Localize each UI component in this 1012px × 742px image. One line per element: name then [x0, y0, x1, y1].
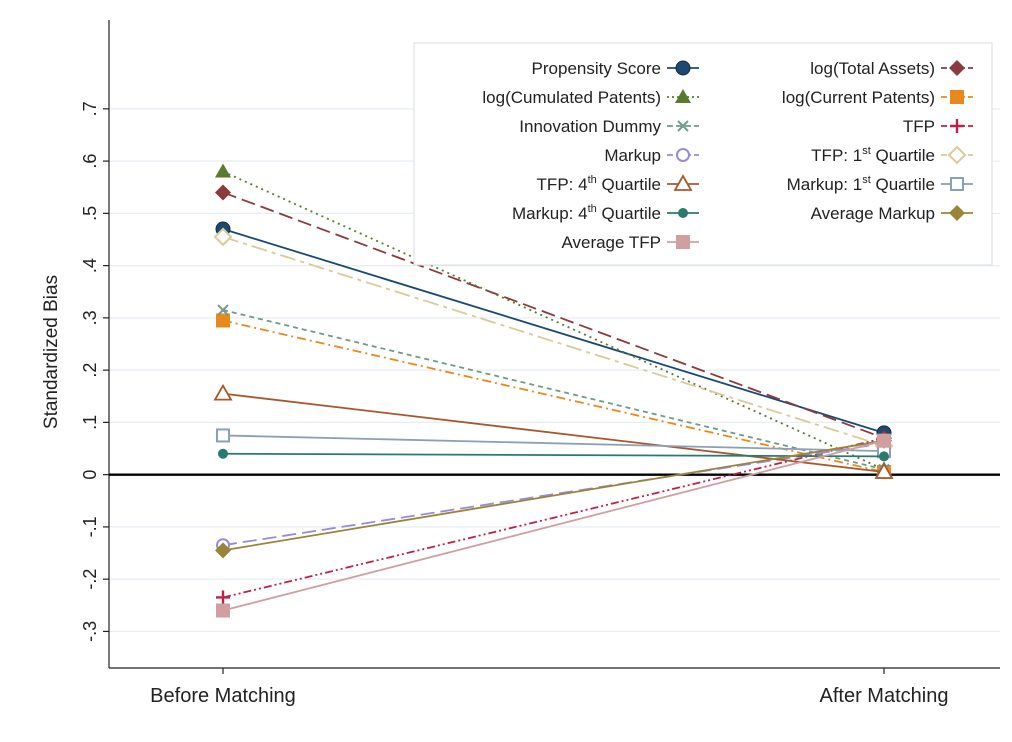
legend-marker [676, 235, 690, 249]
legend-item-log-cumulated-patents: log(Cumulated Patents) [482, 88, 699, 107]
series-line [222, 439, 885, 612]
data-point-before-matching [218, 448, 228, 459]
y-tick-label: 0 [80, 470, 100, 480]
series-line [222, 319, 885, 473]
data-point-before-matching [216, 313, 230, 328]
legend-label-tfp-4th-quartile: TFP: 4th Quartile [537, 174, 661, 194]
legend-label-average-tfp: Average TFP [561, 233, 661, 252]
legend-item-average-markup: Average Markup [811, 204, 973, 223]
data-point-before-matching [216, 603, 230, 618]
legend-label-markup-1st-quartile: Markup: 1st Quartile [787, 174, 935, 194]
y-tick-label: .1 [80, 415, 100, 430]
series-line [222, 434, 885, 453]
y-tick-label: -.3 [80, 621, 100, 642]
series-line [222, 452, 885, 458]
data-point-after-matching [874, 462, 894, 479]
legend-item-innovation-dummy: Innovation Dummy [519, 117, 699, 136]
series-line [222, 191, 885, 439]
data-point-after-matching [877, 433, 891, 448]
y-tick-label: .2 [80, 363, 100, 378]
y-tick-label: .4 [80, 258, 100, 273]
legend-marker [676, 148, 690, 162]
legend-box [413, 42, 993, 266]
y-tick-label: .5 [80, 206, 100, 221]
legend-marker [677, 120, 689, 132]
legend-marker [949, 60, 965, 76]
data-point-before-matching [215, 542, 231, 559]
axes-layer: -.3 -.2 -.1 0 .1 .2 .3 .4 .5 .6 .7 Before Matching A… [80, 20, 1000, 707]
series-line [222, 228, 885, 434]
series-line [222, 309, 885, 471]
y-tick-label: .7 [80, 101, 100, 116]
legend-label-markup: Markup [604, 146, 661, 165]
series-line [222, 442, 885, 547]
legend-label-innovation-dummy: Innovation Dummy [519, 117, 661, 136]
data-point-before-matching [213, 383, 233, 401]
legend-marker [950, 90, 964, 104]
data-point-after-matching [879, 451, 889, 462]
x-tick-label-after-matching: After Matching [820, 685, 949, 707]
legend-label-tfp-1st-quartile: TFP: 1st Quartile [811, 145, 935, 165]
series-average-tfp [216, 433, 891, 618]
legend-marker [949, 205, 965, 221]
legend-item-tfp-4th-quartile: TFP: 4th Quartile [537, 174, 699, 194]
legend-marker [950, 177, 964, 191]
y-tick-label: .3 [80, 310, 100, 325]
legend-marker [675, 89, 691, 103]
legend-item-markup-1st-quartile: Markup: 1st Quartile [787, 174, 973, 194]
legend-item-log-current-patents: log(Current Patents) [782, 88, 973, 107]
data-point-before-matching [216, 428, 230, 443]
legend-item-markup-4th-quartile: Markup: 4th Quartile [512, 203, 699, 223]
legend-marker [678, 208, 688, 218]
legend-label-markup-4th-quartile: Markup: 4th Quartile [512, 203, 661, 223]
y-tick-label: -.1 [80, 516, 100, 537]
legend-marker [947, 145, 967, 165]
y-tick-label: .6 [80, 154, 100, 169]
y-axis-title: Standardized Bias [41, 275, 62, 429]
legend-item-tfp-1st-quartile: TFP: 1st Quartile [811, 145, 973, 165]
series-layer [213, 163, 894, 618]
legend-label-propensity-score: Propensity Score [532, 59, 661, 78]
legend-label-log-total-assets: log(Total Assets) [810, 59, 935, 78]
data-point-before-matching [213, 227, 233, 247]
series-line [222, 437, 885, 599]
legend-marker [950, 119, 964, 133]
data-point-before-matching [215, 184, 231, 201]
legend-item-propensity-score: Propensity Score [532, 59, 699, 78]
series-line [222, 170, 885, 471]
legend-label-tfp: TFP [903, 117, 935, 136]
legend-marker [675, 60, 691, 76]
series-line [222, 236, 885, 447]
legend: Propensity Score log(Cumulated Patents) In… [413, 42, 993, 266]
series-line [222, 439, 885, 552]
data-point-before-matching [217, 304, 229, 316]
data-point-before-matching [216, 590, 230, 605]
x-tick-label-before-matching: Before Matching [150, 685, 296, 707]
series-markup-4th-quartile [218, 448, 889, 462]
legend-item-log-total-assets: log(Total Assets) [810, 59, 973, 78]
legend-label-log-cumulated-patents: log(Cumulated Patents) [482, 88, 661, 107]
legend-marker [673, 174, 693, 191]
legend-item-tfp: TFP [903, 117, 973, 136]
series-average-markup [215, 432, 892, 559]
legend-label-log-current-patents: log(Current Patents) [782, 88, 935, 107]
series-line [222, 392, 885, 473]
data-point-before-matching [215, 163, 231, 178]
legend-item-markup: Markup [604, 146, 699, 165]
legend-label-average-markup: Average Markup [811, 204, 935, 223]
legend-item-average-tfp: Average TFP [561, 233, 699, 252]
y-tick-label: -.2 [80, 569, 100, 590]
